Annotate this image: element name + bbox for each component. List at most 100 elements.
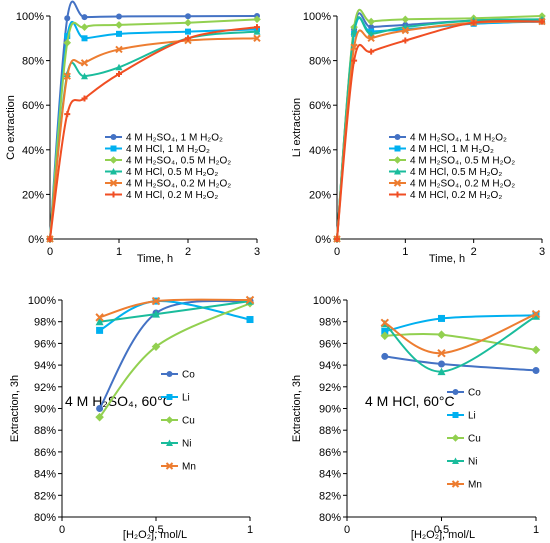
legend-label: 4 M H₂SO₄, 0.2 M H₂O₂ (126, 179, 231, 190)
legend: Co Li Cu Ni Mn (447, 388, 482, 491)
chart-3: 80% 82% 84% 86% 88% 90% 92% 94% 96% 98% 100% 0 0.5 1 E… (9, 295, 255, 541)
legend: Co Li Cu Ni Mn (161, 370, 196, 473)
legend-label: 4 M H₂SO₄, 1 M H₂O₂ (410, 133, 507, 144)
data-point (96, 405, 104, 412)
y-tick-label: 40% (309, 145, 331, 157)
data-point (116, 30, 122, 37)
x-axis-label: Time, h (429, 253, 465, 265)
series-1 (334, 12, 545, 242)
legend-label: Co (182, 370, 195, 381)
data-point (470, 19, 477, 26)
x-tick-label: 0 (47, 246, 53, 258)
x-tick-label: 2 (185, 246, 191, 258)
x-axis-label: [H₂O₂], mol/L (411, 529, 475, 541)
y-tick-label: 94% (34, 360, 56, 372)
data-point (401, 15, 410, 24)
x-tick-label: 0.5 (434, 524, 449, 536)
legend-swatch-marker (165, 416, 174, 424)
legend-label: 4 M HCl, 0.2 M H₂O₂ (410, 190, 502, 201)
data-point (437, 348, 446, 358)
data-point (532, 312, 540, 320)
x-tick-label: 1 (116, 246, 122, 258)
series-line (384, 355, 537, 372)
data-point (47, 236, 53, 242)
legend-swatch-marker (394, 145, 401, 152)
series-5 (380, 309, 541, 358)
data-point (63, 38, 72, 47)
data-point (64, 33, 71, 40)
legend-swatch-marker (451, 480, 460, 488)
data-point (81, 95, 88, 102)
y-tick-label: 82% (319, 490, 341, 502)
legend-label: Mn (182, 462, 196, 473)
x-tick-label: 2 (471, 246, 477, 258)
y-tick-label: 98% (34, 317, 56, 329)
data-point (64, 111, 71, 118)
data-point (334, 236, 340, 242)
legend-label: 4 M HCl, 0.5 M H₂O₂ (126, 167, 218, 178)
data-point (401, 26, 410, 35)
legend-swatch-marker (393, 156, 402, 164)
legend-swatch-marker (109, 179, 118, 187)
legend-swatch-marker (452, 389, 459, 395)
data-point (115, 45, 123, 54)
y-tick-label: 86% (34, 447, 56, 459)
legend-label: 4 M H₂SO₄, 0.2 M H₂O₂ (410, 179, 515, 190)
y-tick-label: 88% (319, 425, 341, 437)
data-point (437, 367, 446, 376)
series-1 (381, 352, 540, 375)
data-point (81, 35, 88, 42)
x-axis-label: Time, h (137, 253, 173, 265)
legend-swatch-marker (452, 412, 459, 418)
legend-swatch-marker (451, 434, 460, 442)
y-tick-label: 88% (34, 425, 56, 437)
data-point (152, 310, 160, 318)
x-tick-label: 1 (402, 246, 408, 258)
data-point (532, 367, 540, 375)
series-line (384, 314, 537, 333)
legend-swatch-marker (110, 134, 117, 140)
x-tick-label: 3 (254, 246, 260, 258)
x-tick-label: 3 (539, 246, 545, 258)
series-line (49, 26, 258, 240)
y-tick-label: 100% (313, 295, 341, 307)
legend-label: Ni (468, 457, 477, 468)
series-5 (333, 17, 546, 243)
series-line (336, 19, 543, 240)
y-tick-label: 96% (34, 338, 56, 350)
y-tick-label: 80% (34, 512, 56, 524)
legend-swatch-marker (393, 179, 402, 187)
chart-1: 0% 20% 40% 60% 80% 100% 0 1 2 3 Co extraction Time,… (5, 0, 261, 265)
y-tick-label: 96% (319, 338, 341, 350)
data-point (151, 342, 161, 351)
data-point (63, 72, 71, 80)
data-point (81, 72, 88, 80)
series-line (336, 8, 543, 240)
legend-label: 4 M HCl, 1 M H₂O₂ (410, 144, 494, 155)
y-tick-label: 60% (309, 100, 331, 112)
legend-label: Ni (182, 439, 191, 450)
legend-swatch-marker (165, 462, 174, 470)
data-point (381, 327, 389, 335)
y-tick-label: 90% (319, 404, 341, 416)
legend-swatch-marker (109, 156, 118, 164)
y-tick-label: 0% (28, 234, 44, 246)
legend-label: Li (468, 411, 476, 422)
data-point (531, 309, 541, 319)
series-6 (47, 24, 260, 242)
x-tick-label: 0 (334, 246, 340, 258)
series-line (49, 37, 258, 240)
y-axis-label: Extraction, 3h (9, 375, 21, 442)
series-3 (333, 8, 546, 243)
chart-4: 80% 82% 84% 86% 88% 90% 92% 94% 96% 98% 100% 0 0.5 1 E… (291, 295, 541, 541)
data-point (185, 13, 191, 20)
x-tick-label: 1 (533, 524, 539, 536)
data-point (64, 15, 71, 22)
data-point (367, 34, 375, 43)
data-point (381, 352, 389, 360)
data-point (115, 21, 123, 29)
data-point (380, 331, 390, 341)
y-tick-label: 80% (309, 56, 331, 68)
legend-swatch-marker (394, 168, 401, 175)
